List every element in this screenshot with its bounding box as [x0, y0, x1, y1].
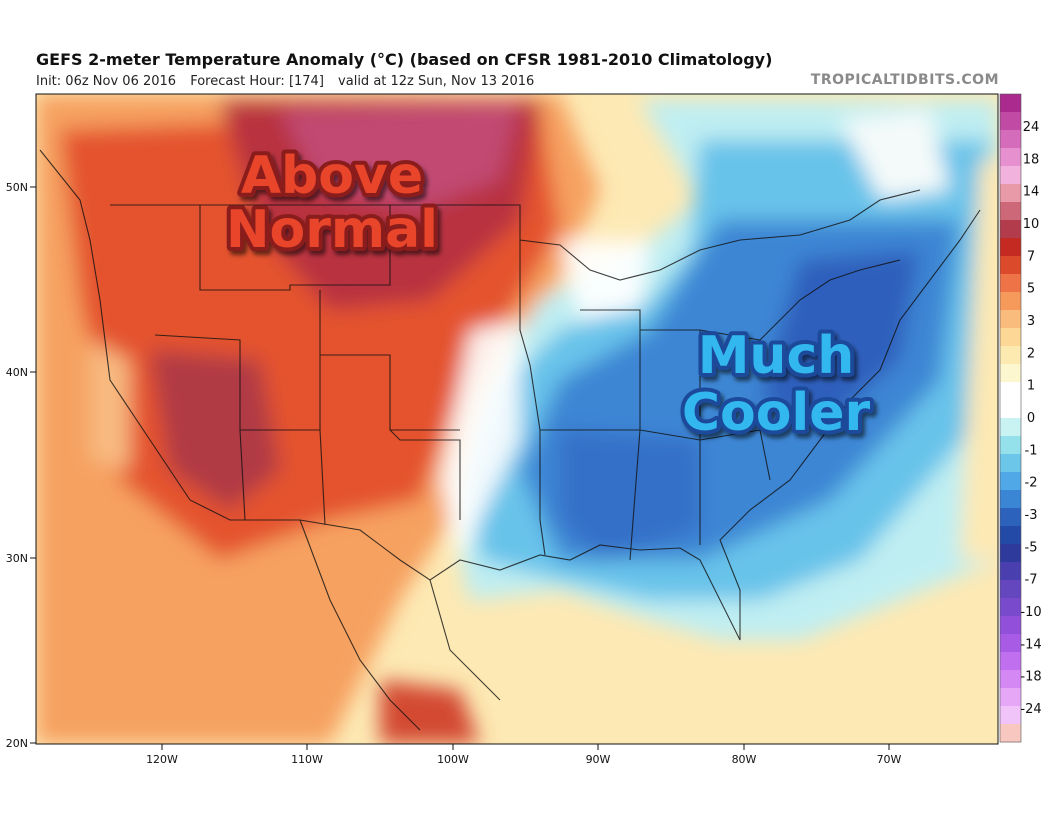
colorbar-swatch: [1000, 256, 1021, 275]
colorbar-label: 24: [1023, 120, 1040, 135]
colorbar-label: -10: [1020, 605, 1041, 620]
lon-label-110w: 110W: [291, 753, 323, 766]
normal-label: Normal: [226, 200, 438, 260]
colorbar-label: 10: [1023, 217, 1040, 232]
colorbar-label: 5: [1027, 282, 1035, 297]
colorbar-label: 7: [1027, 249, 1035, 264]
colorbar-label: 3: [1027, 314, 1035, 329]
colorbar-swatch: [1000, 652, 1021, 671]
colorbar-swatch: [1000, 130, 1021, 149]
colorbar-swatch: [1000, 166, 1021, 185]
colorbar-swatch: [1000, 112, 1021, 131]
chart-subtitle: Init: 06z Nov 06 2016 Forecast Hour: [17…: [36, 74, 544, 89]
colorbar-swatch: [1000, 724, 1021, 743]
colorbar-swatch: [1000, 292, 1021, 311]
colorbar-swatch: [1000, 688, 1021, 707]
lon-label-120w: 120W: [146, 753, 178, 766]
colorbar-swatch: [1000, 580, 1021, 599]
lat-label-40n: 40N: [6, 366, 28, 379]
colorbar-swatch: [1000, 238, 1021, 257]
forecast-hour: Forecast Hour: [174]: [190, 74, 324, 89]
colorbar-swatch: [1000, 598, 1021, 617]
lon-label-100w: 100W: [437, 753, 469, 766]
valid-time: valid at 12z Sun, Nov 13 2016: [338, 74, 535, 89]
colorbar-swatch: [1000, 634, 1021, 653]
colorbar-label: -2: [1025, 476, 1038, 491]
colorbar-swatch: [1000, 616, 1021, 635]
colorbar-swatch: [1000, 436, 1021, 455]
map-frame: [35, 93, 999, 745]
colorbar-swatch: [1000, 454, 1021, 473]
above-label: Above: [241, 146, 423, 206]
colorbar-label: 2: [1027, 346, 1035, 361]
much-label: Much: [698, 326, 855, 386]
init-time: Init: 06z Nov 06 2016: [36, 74, 177, 89]
colorbar-swatch: [1000, 490, 1021, 509]
colorbar-label: -1: [1025, 443, 1038, 458]
map-outlines: [39, 149, 981, 731]
colorbar-swatch: [1000, 94, 1021, 113]
colorbar-label: -18: [1020, 670, 1041, 685]
colorbar-swatch: [1000, 328, 1021, 347]
colorbar-swatch: [1000, 274, 1021, 293]
colorbar-label: -14: [1020, 637, 1041, 652]
colorbar-swatch: [1000, 544, 1021, 563]
colorbar-swatch: [1000, 364, 1021, 383]
colorbar-swatch: [1000, 310, 1021, 329]
longitude-axis: 120W 110W 100W 90W 80W 70W: [146, 744, 902, 766]
colorbar-swatch: [1000, 346, 1021, 365]
colorbar-swatch: [1000, 670, 1021, 689]
temperature-field: Above Normal Much Cooler: [36, 94, 998, 744]
colorbar-label: 1: [1027, 379, 1035, 394]
colorbar-label: -3: [1025, 508, 1038, 523]
colorbar-swatch: [1000, 706, 1021, 725]
lat-label-20n: 20N: [6, 737, 28, 750]
colorbar-swatch: [1000, 418, 1021, 437]
colorbar-swatch: [1000, 508, 1021, 527]
brand-logo-text: TROPICALTIDBITS.COM: [810, 72, 999, 88]
latitude-axis: 50N 40N 30N 20N: [6, 181, 36, 750]
colorbar-frame: [999, 93, 1022, 743]
colorbar-label: -7: [1025, 573, 1038, 588]
cooler-label: Cooler: [682, 383, 871, 443]
lon-label-70w: 70W: [877, 753, 902, 766]
lon-label-80w: 80W: [732, 753, 757, 766]
colorbar-swatch: [1000, 472, 1021, 491]
colorbar-label: -24: [1020, 702, 1041, 717]
colorbar-swatch: [1000, 382, 1021, 401]
lon-label-90w: 90W: [586, 753, 611, 766]
colorbar-swatch: [1000, 526, 1021, 545]
colorbar-swatch: [1000, 148, 1021, 167]
colorbar-swatch: [1000, 562, 1021, 581]
lat-label-50n: 50N: [6, 181, 28, 194]
colorbar-swatch: [1000, 220, 1021, 239]
colorbar-label: 18: [1023, 152, 1040, 167]
colorbar-swatch: [1000, 400, 1021, 419]
colorbar-label: -5: [1025, 540, 1038, 555]
colorbar-swatch: [1000, 202, 1021, 221]
lat-label-30n: 30N: [6, 552, 28, 565]
colorbar-label: 14: [1023, 185, 1040, 200]
colorbar-swatch: [1000, 184, 1021, 203]
chart-title: GEFS 2-meter Temperature Anomaly (°C) (b…: [36, 50, 773, 69]
colorbar-label: 0: [1027, 411, 1035, 426]
